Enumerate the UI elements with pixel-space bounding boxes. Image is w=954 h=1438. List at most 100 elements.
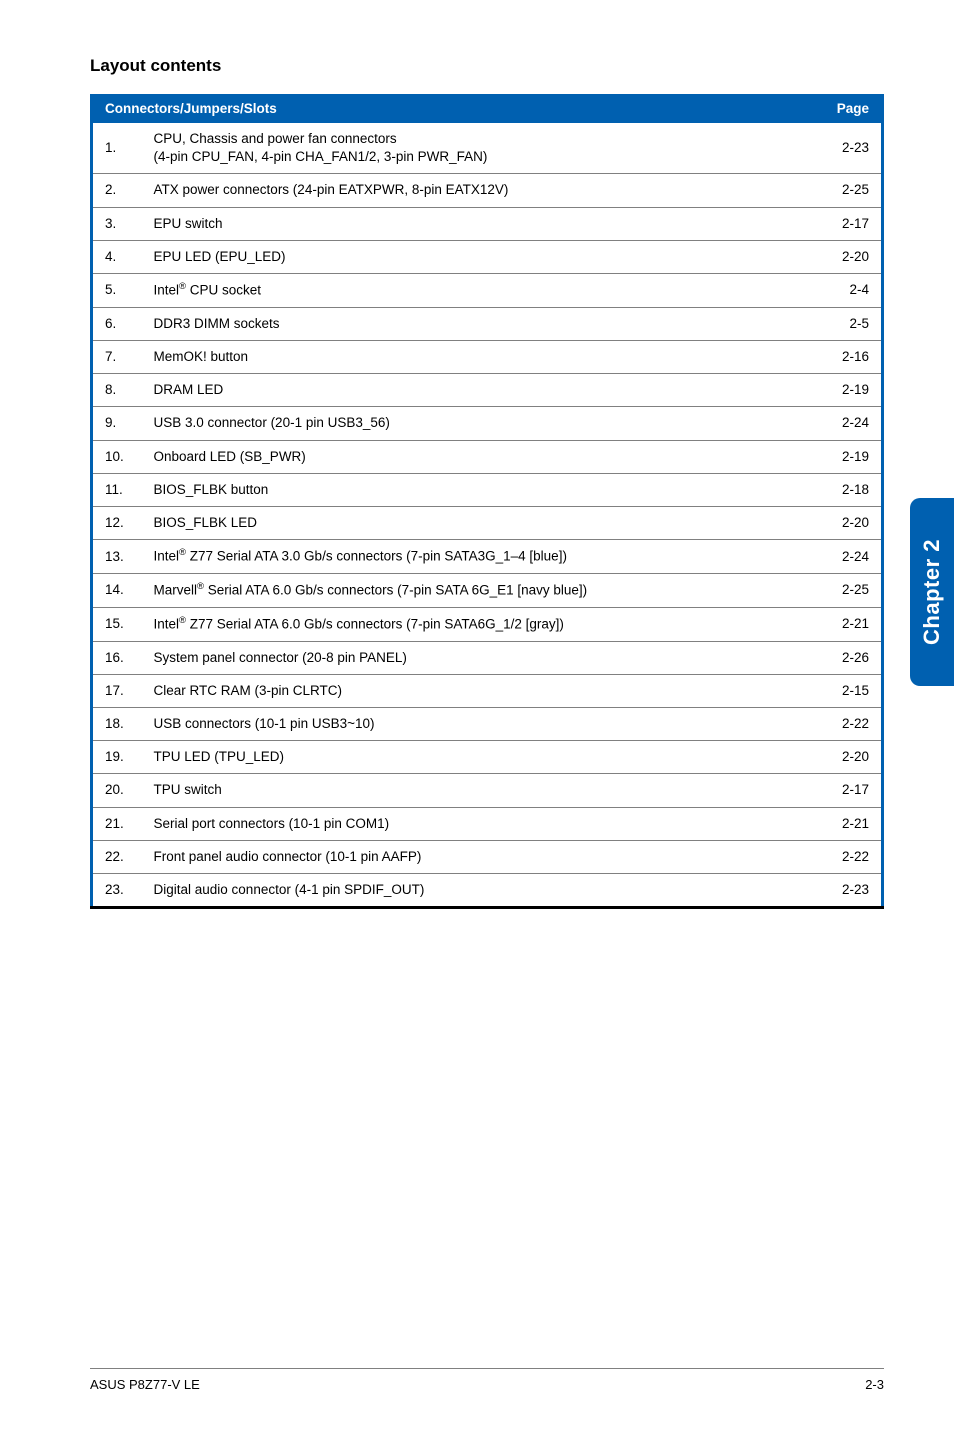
- row-description: BIOS_FLBK button: [142, 473, 825, 506]
- table-row: 14.Marvell® Serial ATA 6.0 Gb/s connecto…: [92, 574, 883, 608]
- row-page: 2-5: [825, 307, 883, 340]
- row-description: EPU LED (EPU_LED): [142, 240, 825, 273]
- chapter-side-tab: Chapter 2: [910, 498, 954, 686]
- row-page: 2-21: [825, 607, 883, 641]
- table-row: 7.MemOK! button2-16: [92, 341, 883, 374]
- row-number: 5.: [92, 274, 142, 308]
- row-page: 2-4: [825, 274, 883, 308]
- row-description: USB 3.0 connector (20-1 pin USB3_56): [142, 407, 825, 440]
- row-description: DRAM LED: [142, 374, 825, 407]
- row-page: 2-19: [825, 440, 883, 473]
- row-number: 10.: [92, 440, 142, 473]
- row-number: 20.: [92, 774, 142, 807]
- row-number: 11.: [92, 473, 142, 506]
- row-description: Digital audio connector (4-1 pin SPDIF_O…: [142, 874, 825, 908]
- row-description: Intel® CPU socket: [142, 274, 825, 308]
- row-page: 2-19: [825, 374, 883, 407]
- table-row: 3.EPU switch2-17: [92, 207, 883, 240]
- row-description: Front panel audio connector (10-1 pin AA…: [142, 840, 825, 873]
- footer-right: 2-3: [865, 1377, 884, 1392]
- row-page: 2-18: [825, 473, 883, 506]
- row-number: 15.: [92, 607, 142, 641]
- row-description: TPU switch: [142, 774, 825, 807]
- row-description: Marvell® Serial ATA 6.0 Gb/s connectors …: [142, 574, 825, 608]
- table-row: 2.ATX power connectors (24-pin EATXPWR, …: [92, 174, 883, 207]
- table-header-row: Connectors/Jumpers/Slots Page: [92, 94, 883, 123]
- row-page: 2-20: [825, 507, 883, 540]
- table-row: 1.CPU, Chassis and power fan connectors(…: [92, 123, 883, 174]
- table-row: 12.BIOS_FLBK LED2-20: [92, 507, 883, 540]
- row-number: 4.: [92, 240, 142, 273]
- row-page: 2-17: [825, 207, 883, 240]
- row-page: 2-23: [825, 874, 883, 908]
- row-description: Clear RTC RAM (3-pin CLRTC): [142, 674, 825, 707]
- table-row: 16.System panel connector (20-8 pin PANE…: [92, 641, 883, 674]
- row-number: 23.: [92, 874, 142, 908]
- table-row: 13.Intel® Z77 Serial ATA 3.0 Gb/s connec…: [92, 540, 883, 574]
- row-number: 9.: [92, 407, 142, 440]
- row-description: System panel connector (20-8 pin PANEL): [142, 641, 825, 674]
- row-description: Intel® Z77 Serial ATA 3.0 Gb/s connector…: [142, 540, 825, 574]
- row-number: 12.: [92, 507, 142, 540]
- row-number: 13.: [92, 540, 142, 574]
- table-row: 18.USB connectors (10-1 pin USB3~10)2-22: [92, 707, 883, 740]
- row-description: CPU, Chassis and power fan connectors(4-…: [142, 123, 825, 174]
- section-title: Layout contents: [90, 56, 884, 76]
- row-description: Intel® Z77 Serial ATA 6.0 Gb/s connector…: [142, 607, 825, 641]
- row-page: 2-24: [825, 540, 883, 574]
- row-number: 8.: [92, 374, 142, 407]
- row-number: 7.: [92, 341, 142, 374]
- table-row: 15.Intel® Z77 Serial ATA 6.0 Gb/s connec…: [92, 607, 883, 641]
- row-number: 21.: [92, 807, 142, 840]
- table-row: 22.Front panel audio connector (10-1 pin…: [92, 840, 883, 873]
- row-description: Onboard LED (SB_PWR): [142, 440, 825, 473]
- table-row: 10.Onboard LED (SB_PWR)2-19: [92, 440, 883, 473]
- table-header-right: Page: [825, 94, 883, 123]
- row-page: 2-22: [825, 840, 883, 873]
- row-description: TPU LED (TPU_LED): [142, 741, 825, 774]
- row-description: BIOS_FLBK LED: [142, 507, 825, 540]
- table-row: 9.USB 3.0 connector (20-1 pin USB3_56)2-…: [92, 407, 883, 440]
- row-page: 2-26: [825, 641, 883, 674]
- row-description: EPU switch: [142, 207, 825, 240]
- row-number: 1.: [92, 123, 142, 174]
- page-footer: ASUS P8Z77-V LE 2-3: [90, 1368, 884, 1392]
- table-row: 4.EPU LED (EPU_LED)2-20: [92, 240, 883, 273]
- row-description: ATX power connectors (24-pin EATXPWR, 8-…: [142, 174, 825, 207]
- row-page: 2-16: [825, 341, 883, 374]
- row-page: 2-20: [825, 240, 883, 273]
- table-row: 11.BIOS_FLBK button2-18: [92, 473, 883, 506]
- row-number: 17.: [92, 674, 142, 707]
- row-page: 2-25: [825, 574, 883, 608]
- table-row: 17.Clear RTC RAM (3-pin CLRTC)2-15: [92, 674, 883, 707]
- row-description: USB connectors (10-1 pin USB3~10): [142, 707, 825, 740]
- table-row: 6.DDR3 DIMM sockets2-5: [92, 307, 883, 340]
- row-page: 2-24: [825, 407, 883, 440]
- row-number: 2.: [92, 174, 142, 207]
- row-number: 14.: [92, 574, 142, 608]
- layout-contents-table: Connectors/Jumpers/Slots Page 1.CPU, Cha…: [90, 94, 884, 909]
- table-row: 5.Intel® CPU socket2-4: [92, 274, 883, 308]
- chapter-side-tab-label: Chapter 2: [919, 539, 945, 645]
- row-page: 2-21: [825, 807, 883, 840]
- row-number: 3.: [92, 207, 142, 240]
- row-number: 6.: [92, 307, 142, 340]
- table-header-left: Connectors/Jumpers/Slots: [92, 94, 825, 123]
- table-row: 19.TPU LED (TPU_LED)2-20: [92, 741, 883, 774]
- row-description: MemOK! button: [142, 341, 825, 374]
- footer-left: ASUS P8Z77-V LE: [90, 1377, 200, 1392]
- row-number: 19.: [92, 741, 142, 774]
- row-page: 2-25: [825, 174, 883, 207]
- table-row: 20.TPU switch2-17: [92, 774, 883, 807]
- row-description: Serial port connectors (10-1 pin COM1): [142, 807, 825, 840]
- row-description: DDR3 DIMM sockets: [142, 307, 825, 340]
- row-page: 2-17: [825, 774, 883, 807]
- row-number: 22.: [92, 840, 142, 873]
- row-page: 2-15: [825, 674, 883, 707]
- table-row: 23.Digital audio connector (4-1 pin SPDI…: [92, 874, 883, 908]
- row-number: 18.: [92, 707, 142, 740]
- row-page: 2-22: [825, 707, 883, 740]
- table-row: 8.DRAM LED2-19: [92, 374, 883, 407]
- row-page: 2-20: [825, 741, 883, 774]
- row-page: 2-23: [825, 123, 883, 174]
